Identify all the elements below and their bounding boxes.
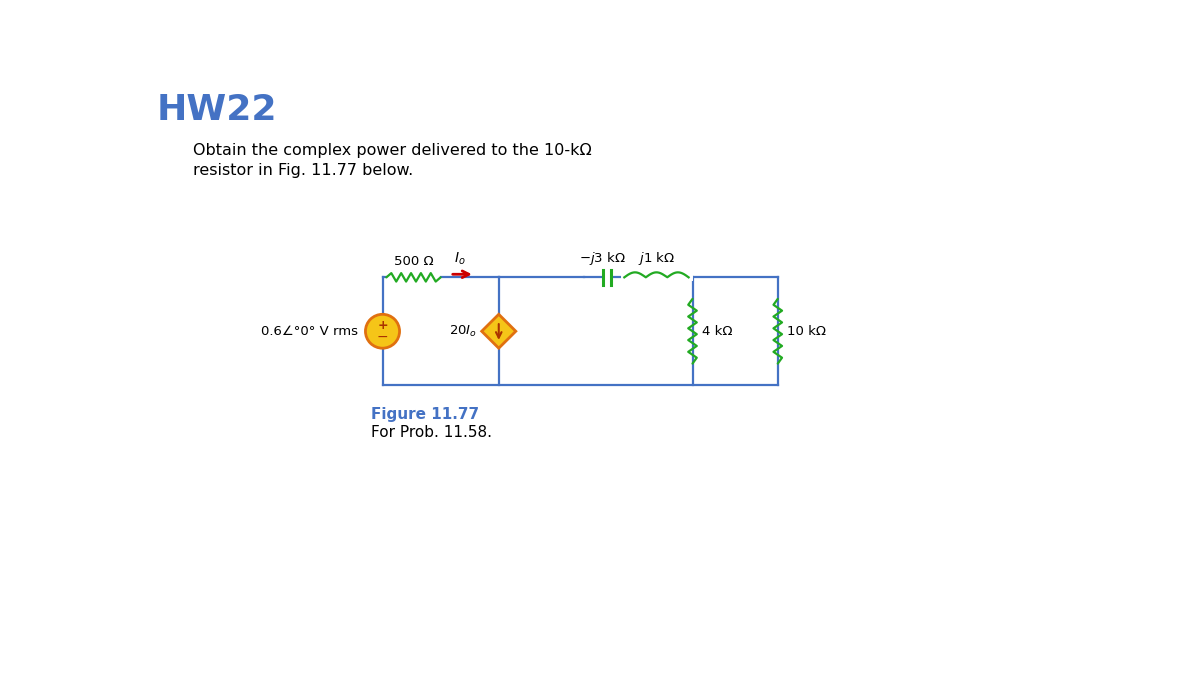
Text: +: + bbox=[377, 319, 388, 332]
Polygon shape bbox=[481, 315, 516, 348]
Text: 500 Ω: 500 Ω bbox=[394, 255, 433, 268]
Text: 4 kΩ: 4 kΩ bbox=[702, 325, 732, 338]
Text: $j1$ kΩ: $j1$ kΩ bbox=[638, 250, 676, 267]
Text: 0.6∠°0° V rms: 0.6∠°0° V rms bbox=[260, 325, 358, 338]
Text: Figure 11.77: Figure 11.77 bbox=[371, 407, 479, 422]
Circle shape bbox=[366, 315, 400, 348]
Text: 10 kΩ: 10 kΩ bbox=[787, 325, 826, 338]
Text: Obtain the complex power delivered to the 10-kΩ: Obtain the complex power delivered to th… bbox=[193, 142, 592, 157]
Text: resistor in Fig. 11.77 below.: resistor in Fig. 11.77 below. bbox=[193, 163, 413, 178]
Text: −: − bbox=[377, 330, 389, 344]
Text: 20$I_o$: 20$I_o$ bbox=[449, 324, 478, 339]
Text: $I_o$: $I_o$ bbox=[454, 251, 466, 267]
Text: HW22: HW22 bbox=[156, 92, 277, 126]
Text: For Prob. 11.58.: For Prob. 11.58. bbox=[371, 425, 492, 440]
Text: $-j3$ kΩ: $-j3$ kΩ bbox=[580, 250, 626, 267]
